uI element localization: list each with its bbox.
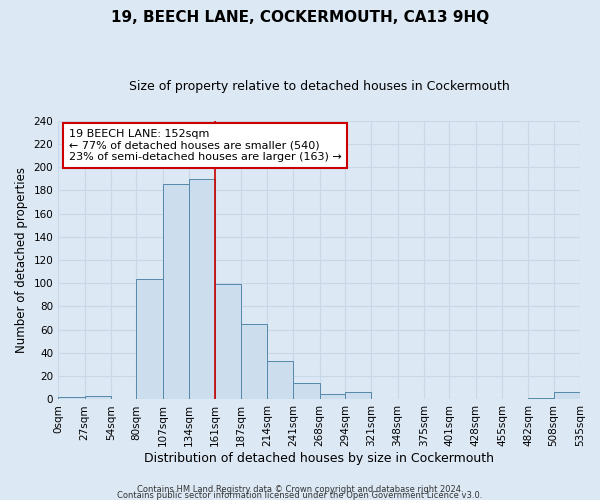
Text: Contains HM Land Registry data © Crown copyright and database right 2024.: Contains HM Land Registry data © Crown c… bbox=[137, 484, 463, 494]
Bar bbox=[136, 278, 163, 400]
Bar bbox=[215, 284, 241, 400]
Title: Size of property relative to detached houses in Cockermouth: Size of property relative to detached ho… bbox=[129, 80, 509, 93]
Bar bbox=[320, 394, 345, 400]
Bar bbox=[85, 396, 111, 400]
Bar bbox=[58, 397, 85, 400]
Text: Contains public sector information licensed under the Open Government Licence v3: Contains public sector information licen… bbox=[118, 490, 482, 500]
Y-axis label: Number of detached properties: Number of detached properties bbox=[15, 167, 28, 353]
Text: 19, BEECH LANE, COCKERMOUTH, CA13 9HQ: 19, BEECH LANE, COCKERMOUTH, CA13 9HQ bbox=[111, 10, 489, 25]
X-axis label: Distribution of detached houses by size in Cockermouth: Distribution of detached houses by size … bbox=[144, 452, 494, 465]
Bar bbox=[267, 361, 293, 400]
Text: 19 BEECH LANE: 152sqm
← 77% of detached houses are smaller (540)
23% of semi-det: 19 BEECH LANE: 152sqm ← 77% of detached … bbox=[68, 129, 341, 162]
Bar bbox=[345, 392, 371, 400]
Bar bbox=[554, 392, 580, 400]
Bar bbox=[529, 398, 554, 400]
Bar bbox=[241, 324, 267, 400]
Bar bbox=[189, 178, 215, 400]
Bar bbox=[163, 184, 189, 400]
Bar bbox=[293, 383, 320, 400]
